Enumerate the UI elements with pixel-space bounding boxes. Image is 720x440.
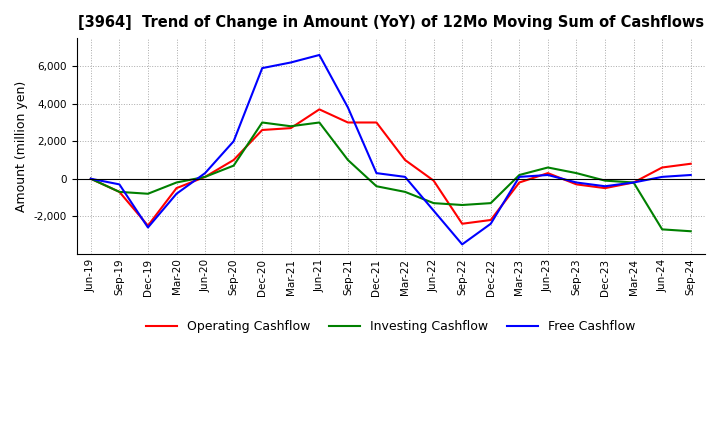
Free Cashflow xyxy=(658,174,667,180)
Investing Cashflow xyxy=(572,170,581,176)
Investing Cashflow xyxy=(343,158,352,163)
Operating Cashflow xyxy=(629,180,638,185)
Operating Cashflow xyxy=(600,186,609,191)
Operating Cashflow xyxy=(372,120,381,125)
Operating Cashflow xyxy=(429,178,438,183)
Operating Cashflow xyxy=(572,182,581,187)
Free Cashflow xyxy=(458,242,467,247)
Free Cashflow xyxy=(343,105,352,110)
Investing Cashflow xyxy=(372,183,381,189)
Operating Cashflow xyxy=(658,165,667,170)
Free Cashflow xyxy=(115,182,124,187)
Operating Cashflow xyxy=(115,189,124,194)
Investing Cashflow xyxy=(658,227,667,232)
Investing Cashflow xyxy=(315,120,324,125)
Investing Cashflow xyxy=(230,163,238,168)
Line: Operating Cashflow: Operating Cashflow xyxy=(91,110,690,226)
Investing Cashflow xyxy=(515,172,523,178)
Free Cashflow xyxy=(686,172,695,178)
Investing Cashflow xyxy=(287,124,295,129)
Operating Cashflow xyxy=(686,161,695,166)
Operating Cashflow xyxy=(258,127,266,132)
Free Cashflow xyxy=(544,172,552,178)
Free Cashflow xyxy=(401,174,410,180)
Free Cashflow xyxy=(429,208,438,213)
Free Cashflow xyxy=(572,180,581,185)
Free Cashflow xyxy=(172,191,181,196)
Investing Cashflow xyxy=(429,201,438,206)
Legend: Operating Cashflow, Investing Cashflow, Free Cashflow: Operating Cashflow, Investing Cashflow, … xyxy=(140,315,641,338)
Free Cashflow xyxy=(201,170,210,176)
Line: Investing Cashflow: Investing Cashflow xyxy=(91,122,690,231)
Free Cashflow xyxy=(258,66,266,71)
Operating Cashflow xyxy=(201,174,210,180)
Investing Cashflow xyxy=(143,191,152,196)
Operating Cashflow xyxy=(315,107,324,112)
Investing Cashflow xyxy=(401,189,410,194)
Investing Cashflow xyxy=(86,176,95,181)
Operating Cashflow xyxy=(343,120,352,125)
Operating Cashflow xyxy=(487,217,495,223)
Investing Cashflow xyxy=(487,201,495,206)
Free Cashflow xyxy=(86,176,95,181)
Free Cashflow xyxy=(629,180,638,185)
Operating Cashflow xyxy=(515,180,523,185)
Investing Cashflow xyxy=(201,174,210,180)
Free Cashflow xyxy=(487,221,495,227)
Operating Cashflow xyxy=(86,176,95,181)
Investing Cashflow xyxy=(600,178,609,183)
Operating Cashflow xyxy=(544,170,552,176)
Free Cashflow xyxy=(600,183,609,189)
Free Cashflow xyxy=(143,225,152,230)
Operating Cashflow xyxy=(143,223,152,228)
Line: Free Cashflow: Free Cashflow xyxy=(91,55,690,244)
Investing Cashflow xyxy=(686,229,695,234)
Free Cashflow xyxy=(372,170,381,176)
Operating Cashflow xyxy=(401,158,410,163)
Investing Cashflow xyxy=(458,202,467,208)
Title: [3964]  Trend of Change in Amount (YoY) of 12Mo Moving Sum of Cashflows: [3964] Trend of Change in Amount (YoY) o… xyxy=(78,15,704,30)
Investing Cashflow xyxy=(258,120,266,125)
Free Cashflow xyxy=(230,139,238,144)
Free Cashflow xyxy=(287,60,295,65)
Free Cashflow xyxy=(315,52,324,58)
Investing Cashflow xyxy=(629,180,638,185)
Free Cashflow xyxy=(515,174,523,180)
Operating Cashflow xyxy=(458,221,467,227)
Operating Cashflow xyxy=(287,125,295,131)
Investing Cashflow xyxy=(544,165,552,170)
Y-axis label: Amount (million yen): Amount (million yen) xyxy=(15,81,28,212)
Operating Cashflow xyxy=(172,186,181,191)
Investing Cashflow xyxy=(115,189,124,194)
Investing Cashflow xyxy=(172,180,181,185)
Operating Cashflow xyxy=(230,158,238,163)
